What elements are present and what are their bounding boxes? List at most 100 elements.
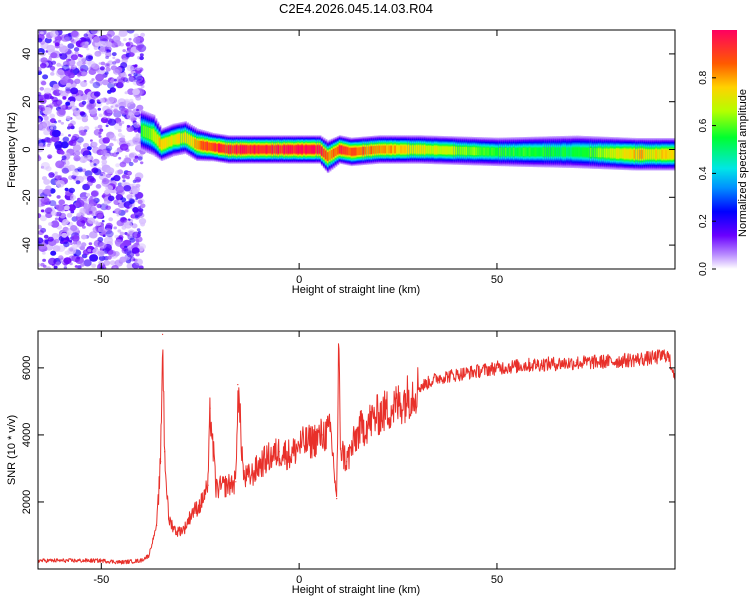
ridge-cell (491, 147, 494, 156)
noise-blob (107, 114, 111, 117)
noise-blob (123, 38, 127, 42)
noise-blob (68, 134, 71, 137)
noise-blob (105, 67, 111, 72)
noise-blob (43, 87, 52, 95)
ridge-cell (562, 147, 565, 157)
snr-data-point (148, 555, 150, 557)
noise-blob (127, 112, 133, 116)
noise-blob (80, 147, 90, 156)
ridge-cell (227, 145, 231, 154)
noise-blob (48, 156, 52, 159)
spectrogram-ridge (140, 110, 675, 173)
snr-data-point (338, 353, 340, 356)
ridge-cell (548, 147, 551, 157)
ridge-cell (560, 147, 563, 157)
ridge-cell (643, 149, 646, 159)
ridge-cell (520, 147, 524, 156)
ridge-cell (342, 146, 346, 155)
noise-blob (112, 35, 121, 42)
noise-blob (136, 108, 139, 112)
noise-blob (47, 236, 54, 242)
snr-data-point (298, 444, 300, 446)
x-tick-label: -50 (93, 574, 109, 586)
ridge-cell (214, 143, 217, 152)
ridge-cell (338, 145, 342, 154)
noise-blob (138, 218, 147, 225)
noise-blob (63, 36, 70, 43)
noise-blob (105, 51, 112, 57)
ridge-cell (320, 147, 324, 156)
ridge-cell (198, 140, 201, 150)
snr-data-point (377, 414, 379, 416)
noise-blob (40, 227, 47, 233)
noise-blob (75, 95, 83, 102)
noise-blob (50, 52, 58, 59)
ridge-cell (589, 148, 593, 157)
noise-blob (81, 71, 88, 77)
noise-blob (100, 34, 108, 42)
noise-blob (123, 247, 129, 252)
noise-blob (113, 174, 121, 182)
noise-blob (50, 220, 60, 228)
ridge-cell (550, 147, 553, 157)
noise-blob (116, 219, 125, 227)
noise-blob (49, 200, 57, 207)
y-tick-label: 2000 (21, 490, 33, 514)
noise-blob (39, 97, 47, 105)
ridge-cell (407, 145, 411, 154)
noise-blob (39, 215, 47, 222)
ridge-cell (481, 147, 484, 156)
noise-blob (40, 57, 48, 64)
ridge-cell (651, 149, 654, 159)
noise-blob (69, 262, 73, 266)
snr-data-point (437, 377, 439, 379)
ridge-cell (222, 144, 225, 153)
noise-blob (98, 255, 106, 261)
noise-blob (70, 88, 78, 95)
noise-blob (42, 258, 46, 262)
ridge-cell (655, 149, 658, 159)
ridge-cell (629, 149, 633, 159)
ridge-cell (398, 145, 401, 154)
ridge-cell (469, 147, 472, 155)
noise-blob (105, 205, 111, 211)
noise-blob (72, 144, 81, 152)
noise-blob (52, 245, 61, 252)
ridge-cell (673, 149, 675, 159)
snr-data-point (266, 457, 269, 459)
ridge-cell (453, 146, 456, 155)
noise-blob (115, 104, 119, 108)
noise-blob (93, 197, 100, 204)
ridge-cell (556, 147, 559, 157)
ridge-cell (669, 149, 672, 159)
ridge-cell (538, 147, 542, 156)
noise-blob (42, 74, 49, 80)
noise-blob (51, 129, 61, 138)
ridge-cell (372, 146, 375, 154)
ridge-cell (182, 133, 185, 143)
noise-blob (123, 157, 131, 164)
ridge-cell (277, 145, 280, 154)
ridge-cell (495, 148, 498, 156)
ridge-cell (382, 145, 385, 154)
noise-blob (58, 255, 64, 260)
ridge-cell (463, 147, 466, 155)
ridge-cell (303, 145, 306, 154)
snr-ylabel: SNR (10 * v/v) (6, 415, 18, 485)
noise-blob (43, 115, 50, 121)
noise-blob (60, 150, 65, 155)
noise-blob (140, 203, 146, 209)
ridge-cell (508, 147, 512, 156)
ridge-cell (295, 145, 298, 154)
noise-blob (113, 266, 117, 269)
ridge-cell (380, 145, 383, 154)
noise-blob (48, 222, 53, 226)
snr-frame (37, 330, 676, 570)
ridge-cell (249, 145, 253, 154)
snr-data-point (654, 357, 656, 359)
noise-blob (74, 265, 79, 268)
ridge-cell (512, 147, 516, 156)
ridge-cell (186, 134, 189, 144)
noise-blob (106, 102, 110, 105)
ridge-cell (229, 145, 233, 154)
